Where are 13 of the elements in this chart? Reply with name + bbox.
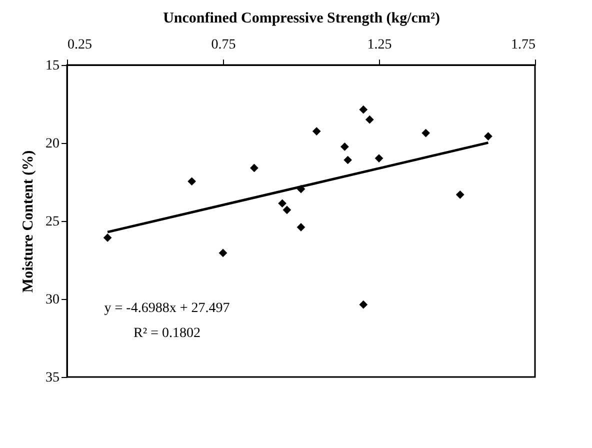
annotation: R² = 0.1802 [134,326,200,341]
y-tick-label: 20 [46,136,60,152]
x-axis-title: Unconfined Compressive Strength (kg/cm²) [163,10,440,26]
x-tick-label: 0.25 [68,38,92,52]
x-tick-label: 0.75 [211,38,236,52]
y-tick-label: 30 [46,292,60,308]
y-tick-label: 35 [46,370,60,386]
y-tick-label: 15 [46,58,60,74]
y-axis-title: Moisture Content (%) [20,150,36,293]
y-tick-label: 25 [46,214,60,230]
annotation: y = -4.6988x + 27.497 [104,301,230,316]
x-tick-label: 1.75 [511,38,536,52]
x-tick-label: 1.25 [367,38,392,52]
